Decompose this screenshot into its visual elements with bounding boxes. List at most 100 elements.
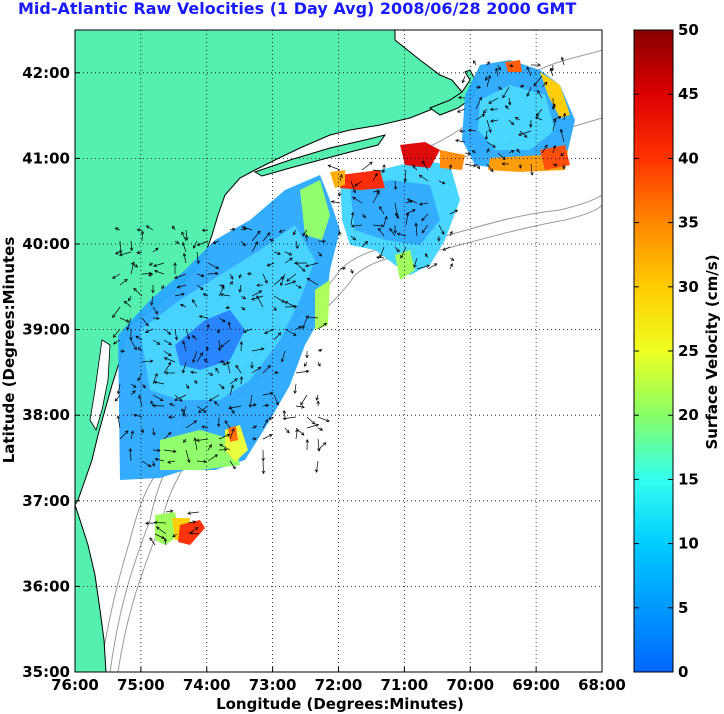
velocity-arrow-head (413, 264, 417, 269)
velocity-arrow-head (168, 352, 172, 357)
velocity-arrow (284, 301, 297, 308)
velocity-arrow-head (114, 227, 119, 231)
velocity-arrow-head (145, 322, 149, 327)
velocity-arrow (141, 317, 149, 327)
velocity-arrow-head (376, 189, 381, 194)
velocity-arrow (137, 347, 143, 352)
velocity-arrow-head (246, 272, 251, 276)
velocity-arrow-head (228, 406, 232, 410)
velocity-arrow (163, 362, 172, 374)
velocity-arrow-head (154, 310, 159, 315)
velocity-arrow (351, 224, 363, 227)
velocity-arrow-head (123, 300, 128, 305)
velocity-arrow (295, 405, 305, 408)
velocity-arrow (149, 537, 156, 546)
velocity-arrow (117, 415, 121, 429)
velocity-arrow-head (256, 283, 260, 287)
velocity-arrow-head (219, 293, 224, 297)
velocity-arrow-head (206, 323, 210, 328)
velocity-arrow (138, 395, 143, 407)
velocity-arrow-head (112, 314, 116, 319)
velocity-arrow-head (520, 84, 525, 88)
velocity-arrow (219, 443, 231, 451)
velocity-arrow-head (281, 299, 285, 303)
velocity-arrow-head (489, 107, 494, 112)
velocity-arrow-head (277, 251, 281, 255)
velocity-arrow (141, 383, 146, 389)
velocity-arrow (280, 273, 286, 286)
velocity-arrow-head (380, 224, 385, 228)
velocity-arrow-head (133, 413, 137, 418)
velocity-arrow (154, 381, 165, 385)
velocity-arrow-head (152, 403, 156, 408)
velocity-arrow-head (543, 81, 548, 86)
velocity-arrow-head (112, 341, 117, 345)
velocity-arrow (422, 160, 429, 171)
velocity-arrow-head (181, 408, 185, 413)
velocity-arrow (169, 403, 176, 407)
velocity-arrow (185, 328, 190, 340)
velocity-arrow (283, 416, 297, 420)
velocity-arrow (449, 164, 452, 171)
velocity-arrow-head (403, 179, 407, 183)
velocity-arrow (536, 108, 543, 117)
x-tick-label: 69:00 (512, 676, 560, 694)
velocity-arrow (187, 521, 196, 524)
velocity-arrow-head (201, 425, 205, 429)
velocity-arrow-head (269, 238, 274, 243)
velocity-arrow-head (412, 209, 416, 213)
velocity-arrow (383, 216, 388, 226)
velocity-arrow-head (457, 95, 462, 100)
velocity-arrow (197, 240, 209, 246)
y-tick-label: 35:00 (22, 663, 70, 681)
velocity-arrow (119, 317, 130, 323)
velocity-arrow (152, 373, 158, 385)
velocity-arrow (419, 174, 429, 182)
velocity-arrow-head (482, 110, 487, 114)
velocity-arrow-head (219, 443, 223, 448)
velocity-arrow-head (231, 428, 235, 432)
velocity-arrow-head (306, 277, 311, 282)
velocity-arrow-head (301, 325, 306, 330)
velocity-arrow-head (174, 336, 179, 341)
velocity-arrow-head (342, 266, 347, 271)
velocity-arrow-head (378, 227, 382, 232)
velocity-arrow-head (536, 112, 540, 117)
velocity-arrow (350, 180, 356, 193)
velocity-arrow-head (199, 352, 203, 356)
velocity-arrow-head (317, 448, 321, 452)
velocity-arrow-head (253, 437, 257, 441)
velocity-arrow (284, 280, 296, 286)
velocity-arrow (152, 317, 160, 319)
velocity-arrow (508, 150, 515, 154)
velocity-arrow-head (226, 433, 231, 437)
velocity-arrow-head (530, 172, 534, 176)
velocity-arrow-head (544, 144, 548, 149)
velocity-arrow (486, 148, 490, 154)
velocity-arrow-head (181, 241, 186, 246)
velocity-arrow-head (553, 118, 557, 123)
velocity-arrow-head (209, 372, 214, 376)
velocity-arrow (196, 284, 204, 290)
velocity-arrow-head (461, 79, 466, 84)
velocity-arrow (316, 460, 319, 473)
x-tick-label: 72:00 (315, 676, 363, 694)
velocity-arrow (519, 130, 528, 138)
velocity-arrow (560, 129, 565, 143)
velocity-arrow (552, 103, 556, 110)
x-tick-label: 76:00 (51, 676, 99, 694)
velocity-arrow-head (163, 537, 168, 542)
velocity-arrow (486, 75, 491, 88)
velocity-arrow (163, 339, 172, 345)
velocity-vectors (112, 56, 567, 546)
velocity-arrow-head (400, 255, 404, 259)
velocity-arrow (185, 229, 188, 241)
velocity-arrow-head (376, 191, 380, 195)
velocity-arrow-head (215, 265, 220, 269)
velocity-arrow (284, 328, 297, 336)
velocity-arrow (317, 416, 330, 422)
velocity-arrow-head (326, 418, 330, 423)
velocity-arrow (167, 460, 176, 463)
velocity-arrow-head (514, 117, 519, 121)
y-tick-label: 40:00 (22, 235, 70, 253)
